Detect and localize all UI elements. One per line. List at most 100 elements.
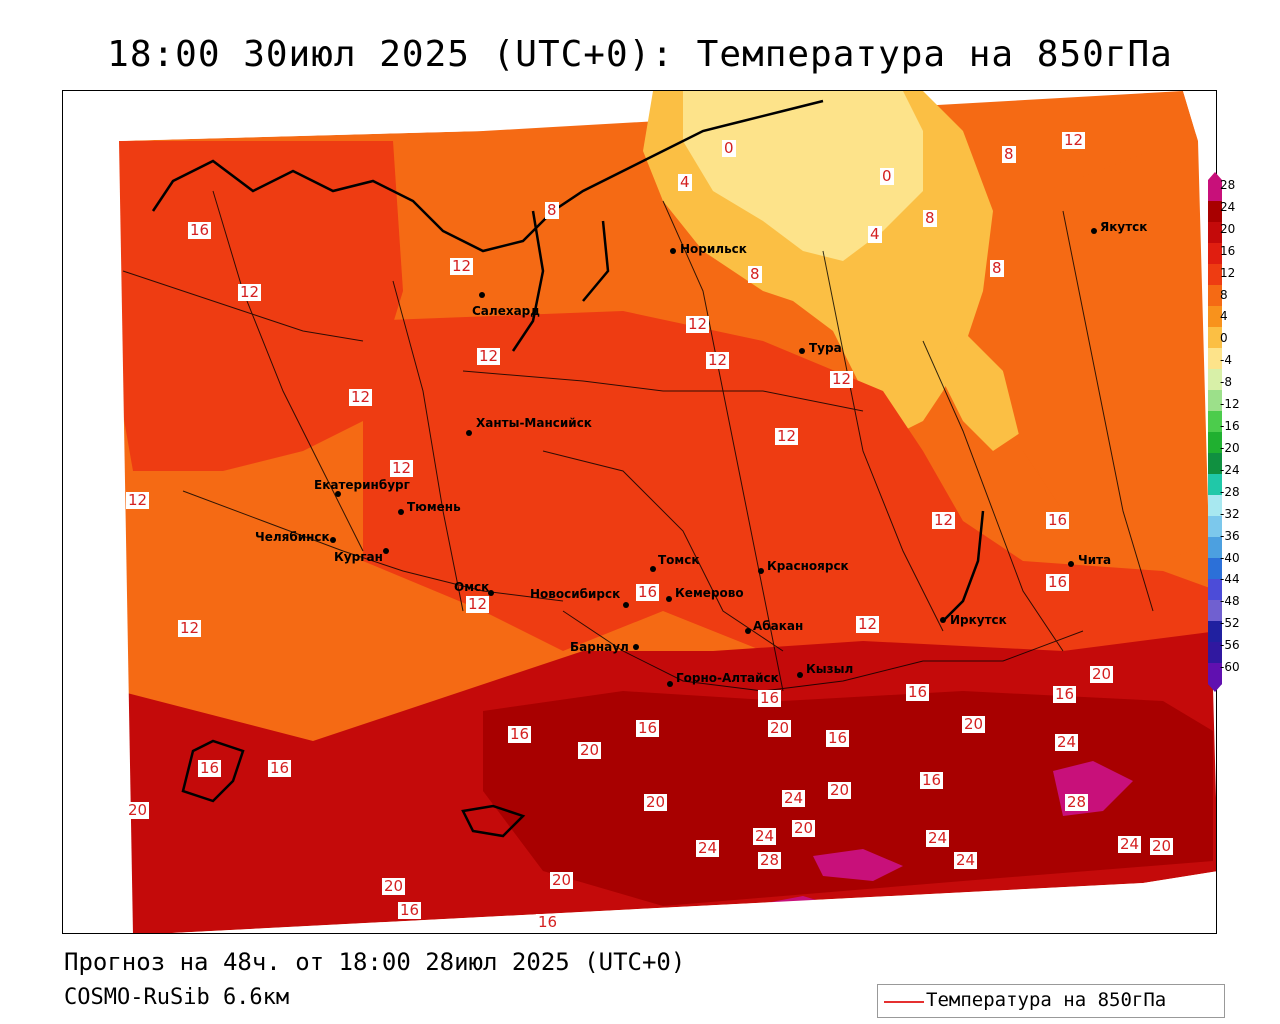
isotherm-label: 16 <box>636 719 660 737</box>
city-label-kurgan: Курган <box>334 550 383 564</box>
colorbar-tick-label: 16 <box>1220 243 1236 258</box>
colorbar-arrow-top <box>1208 172 1222 180</box>
colorbar-segment <box>1208 201 1222 223</box>
isotherm-label: 12 <box>477 347 501 365</box>
colorbar-tick-label: -8 <box>1220 375 1232 390</box>
city-dot <box>330 537 336 543</box>
isotherm-label: 8 <box>748 265 762 283</box>
warm-west <box>119 141 403 471</box>
legend-label: Температура на 850гПа <box>926 989 1167 1011</box>
isotherm-label: 8 <box>923 209 937 227</box>
isotherm-label: 8 <box>990 259 1004 277</box>
forecast-info: Прогноз на 48ч. от 18:00 28июл 2025 (UTC… <box>64 948 686 976</box>
isotherm-label: 16 <box>398 901 422 919</box>
isotherm-label: 20 <box>578 741 602 759</box>
city-dot <box>666 596 672 602</box>
admin-boundaries <box>122 190 1154 692</box>
isotherm-label: 24 <box>954 851 978 869</box>
isotherm-label: 16 <box>1046 573 1070 591</box>
isotherm-label: 0 <box>880 167 894 185</box>
city-dot <box>479 292 485 298</box>
isotherm-label: 16 <box>188 221 212 239</box>
legend-line-swatch <box>884 1001 924 1003</box>
city-dot <box>335 491 341 497</box>
isotherm-label: 12 <box>126 491 150 509</box>
isotherm-label: 0 <box>722 139 736 157</box>
isotherm-label: 16 <box>920 771 944 789</box>
map-title: 18:00 30июл 2025 (UTC+0): Температура на… <box>107 34 1173 75</box>
isotherm-label: 16 <box>536 913 560 931</box>
colorbar-segment <box>1208 558 1222 580</box>
city-dot <box>623 602 629 608</box>
cold-core <box>683 91 923 261</box>
isotherm-label: 12 <box>706 351 730 369</box>
city-dot <box>940 617 946 623</box>
colorbar-tick-label: -20 <box>1220 440 1240 455</box>
city-label-kemerovo: Кемерово <box>675 586 744 600</box>
isotherm-label: 20 <box>828 781 852 799</box>
colorbar-segment <box>1208 600 1222 622</box>
isotherm-label: 20 <box>768 719 792 737</box>
city-label-chita: Чита <box>1078 553 1112 567</box>
colorbar-tick-label: -12 <box>1220 397 1240 412</box>
city-label-barnaul: Барнаул <box>570 640 629 654</box>
temperature-map <box>63 91 1216 933</box>
colorbar-segment <box>1208 348 1222 370</box>
city-label-abakan: Абакан <box>753 619 804 633</box>
colorbar-tick-label: 28 <box>1220 178 1236 192</box>
city-label-yakutsk: Якутск <box>1100 220 1148 234</box>
isotherm-label: 12 <box>178 619 202 637</box>
colorbar-segment <box>1208 621 1222 643</box>
city-dot <box>398 509 404 515</box>
isotherm-label: 16 <box>198 759 222 777</box>
colorbar-tick-label: -60 <box>1220 660 1240 675</box>
colorbar <box>1208 172 1222 692</box>
colorbar-segment <box>1208 243 1222 265</box>
city-label-irkutsk: Иркутск <box>950 613 1007 627</box>
warm-central <box>363 311 1216 661</box>
isotherm-label: 12 <box>390 459 414 477</box>
colorbar-segment <box>1208 453 1222 475</box>
isotherm-label: 16 <box>1053 685 1077 703</box>
isotherm-label: 12 <box>775 427 799 445</box>
isotherm-label: 20 <box>792 819 816 837</box>
isotherm-label: 8 <box>1002 145 1016 163</box>
colorbar-tick-label: -16 <box>1220 419 1240 434</box>
isotherm-label: 20 <box>126 801 150 819</box>
city-dot <box>670 248 676 254</box>
colorbar-arrow-bottom <box>1208 684 1222 692</box>
city-dot <box>745 628 751 634</box>
isotherm-label: 24 <box>753 827 777 845</box>
cold-arm <box>943 331 1023 451</box>
coastline <box>151 99 985 838</box>
colorbar-tick-label: -28 <box>1220 484 1240 499</box>
city-label-krasnoyarsk: Красноярск <box>767 559 849 573</box>
colorbar-segment <box>1208 516 1222 538</box>
city-label-norilsk: Норильск <box>680 242 747 256</box>
isotherm-label: 20 <box>550 871 574 889</box>
city-label-tomsk: Томск <box>658 553 700 567</box>
isotherm-label: 20 <box>382 877 406 895</box>
colorbar-segment <box>1208 495 1222 517</box>
colorbar-tick-label: -56 <box>1220 638 1240 653</box>
isotherm-label: 16 <box>758 689 782 707</box>
isotherm-label: 24 <box>926 829 950 847</box>
colorbar-tick-label: -4 <box>1220 353 1232 368</box>
isotherm-label: 12 <box>856 615 880 633</box>
isotherm-label: 24 <box>1118 835 1142 853</box>
colorbar-segment <box>1208 264 1222 286</box>
isotherm-label: 24 <box>696 839 720 857</box>
isotherm-label: 20 <box>1150 837 1174 855</box>
no-data-east <box>1183 91 1216 798</box>
colorbar-segment <box>1208 663 1222 685</box>
colorbar-segment <box>1208 306 1222 328</box>
city-dot <box>758 568 764 574</box>
city-label-chelyabinsk: Челябинск <box>255 530 330 544</box>
isotherm-label: 24 <box>1055 733 1079 751</box>
no-data-bottom <box>171 871 1216 933</box>
city-dot <box>797 672 803 678</box>
legend: Температура на 850гПа <box>877 984 1225 1018</box>
model-info: COSMO-RuSib 6.6км <box>64 985 290 1010</box>
isotherm-label: 16 <box>906 683 930 701</box>
colorbar-segment <box>1208 474 1222 496</box>
